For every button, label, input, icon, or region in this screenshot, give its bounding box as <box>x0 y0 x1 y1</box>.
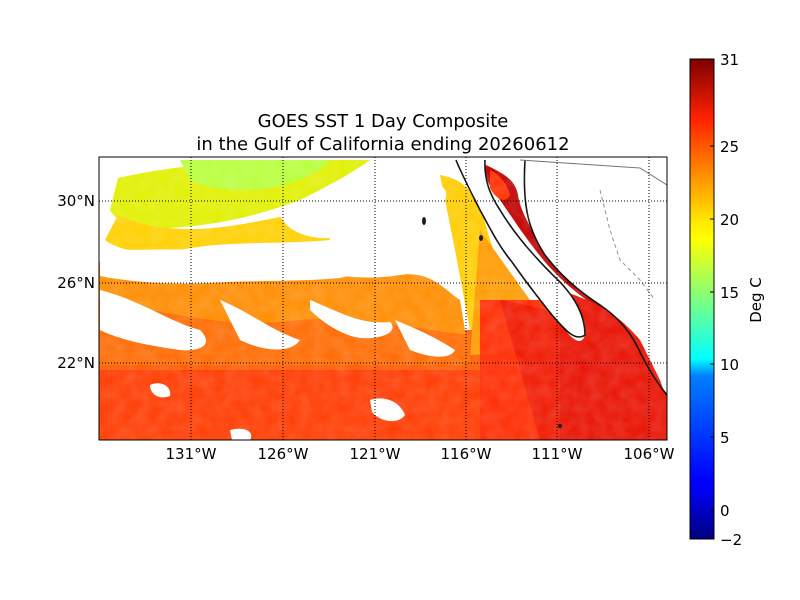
map-frame <box>98 156 668 441</box>
lon-tick-label: 126°W <box>258 445 309 463</box>
chart-title-line-1: GOES SST 1 Day Composite <box>257 111 509 132</box>
colorbar-tick-label: 15 <box>720 284 739 302</box>
lon-tick-label: 116°W <box>441 445 492 463</box>
colorbar-tick-label: 10 <box>720 356 739 374</box>
colorbar-tick-label: 20 <box>720 211 739 229</box>
colorbar-tick-label: −2 <box>720 531 742 549</box>
colorbar-tick-label: 25 <box>720 138 739 156</box>
colorbar-tick-label: 5 <box>720 429 730 447</box>
colorbar-frame <box>689 58 715 540</box>
sst-map <box>99 157 667 440</box>
lat-tick-label: 26°N <box>57 274 95 292</box>
lon-tick-label: 111°W <box>532 445 583 463</box>
lon-tick-label: 121°W <box>350 445 401 463</box>
chart-title-line-2: in the Gulf of California ending 2026061… <box>196 134 570 155</box>
lat-tick-label: 22°N <box>57 354 95 372</box>
graticule <box>99 157 667 440</box>
lat-tick-label: 30°N <box>57 192 95 210</box>
lon-tick-label: 131°W <box>166 445 217 463</box>
colorbar-tick-label: 0 <box>720 502 730 520</box>
lon-tick-label: 106°W <box>624 445 675 463</box>
colorbar-label: Deg C <box>747 277 765 323</box>
colorbar-tick-label: 31 <box>720 51 739 69</box>
colorbar <box>690 59 714 539</box>
